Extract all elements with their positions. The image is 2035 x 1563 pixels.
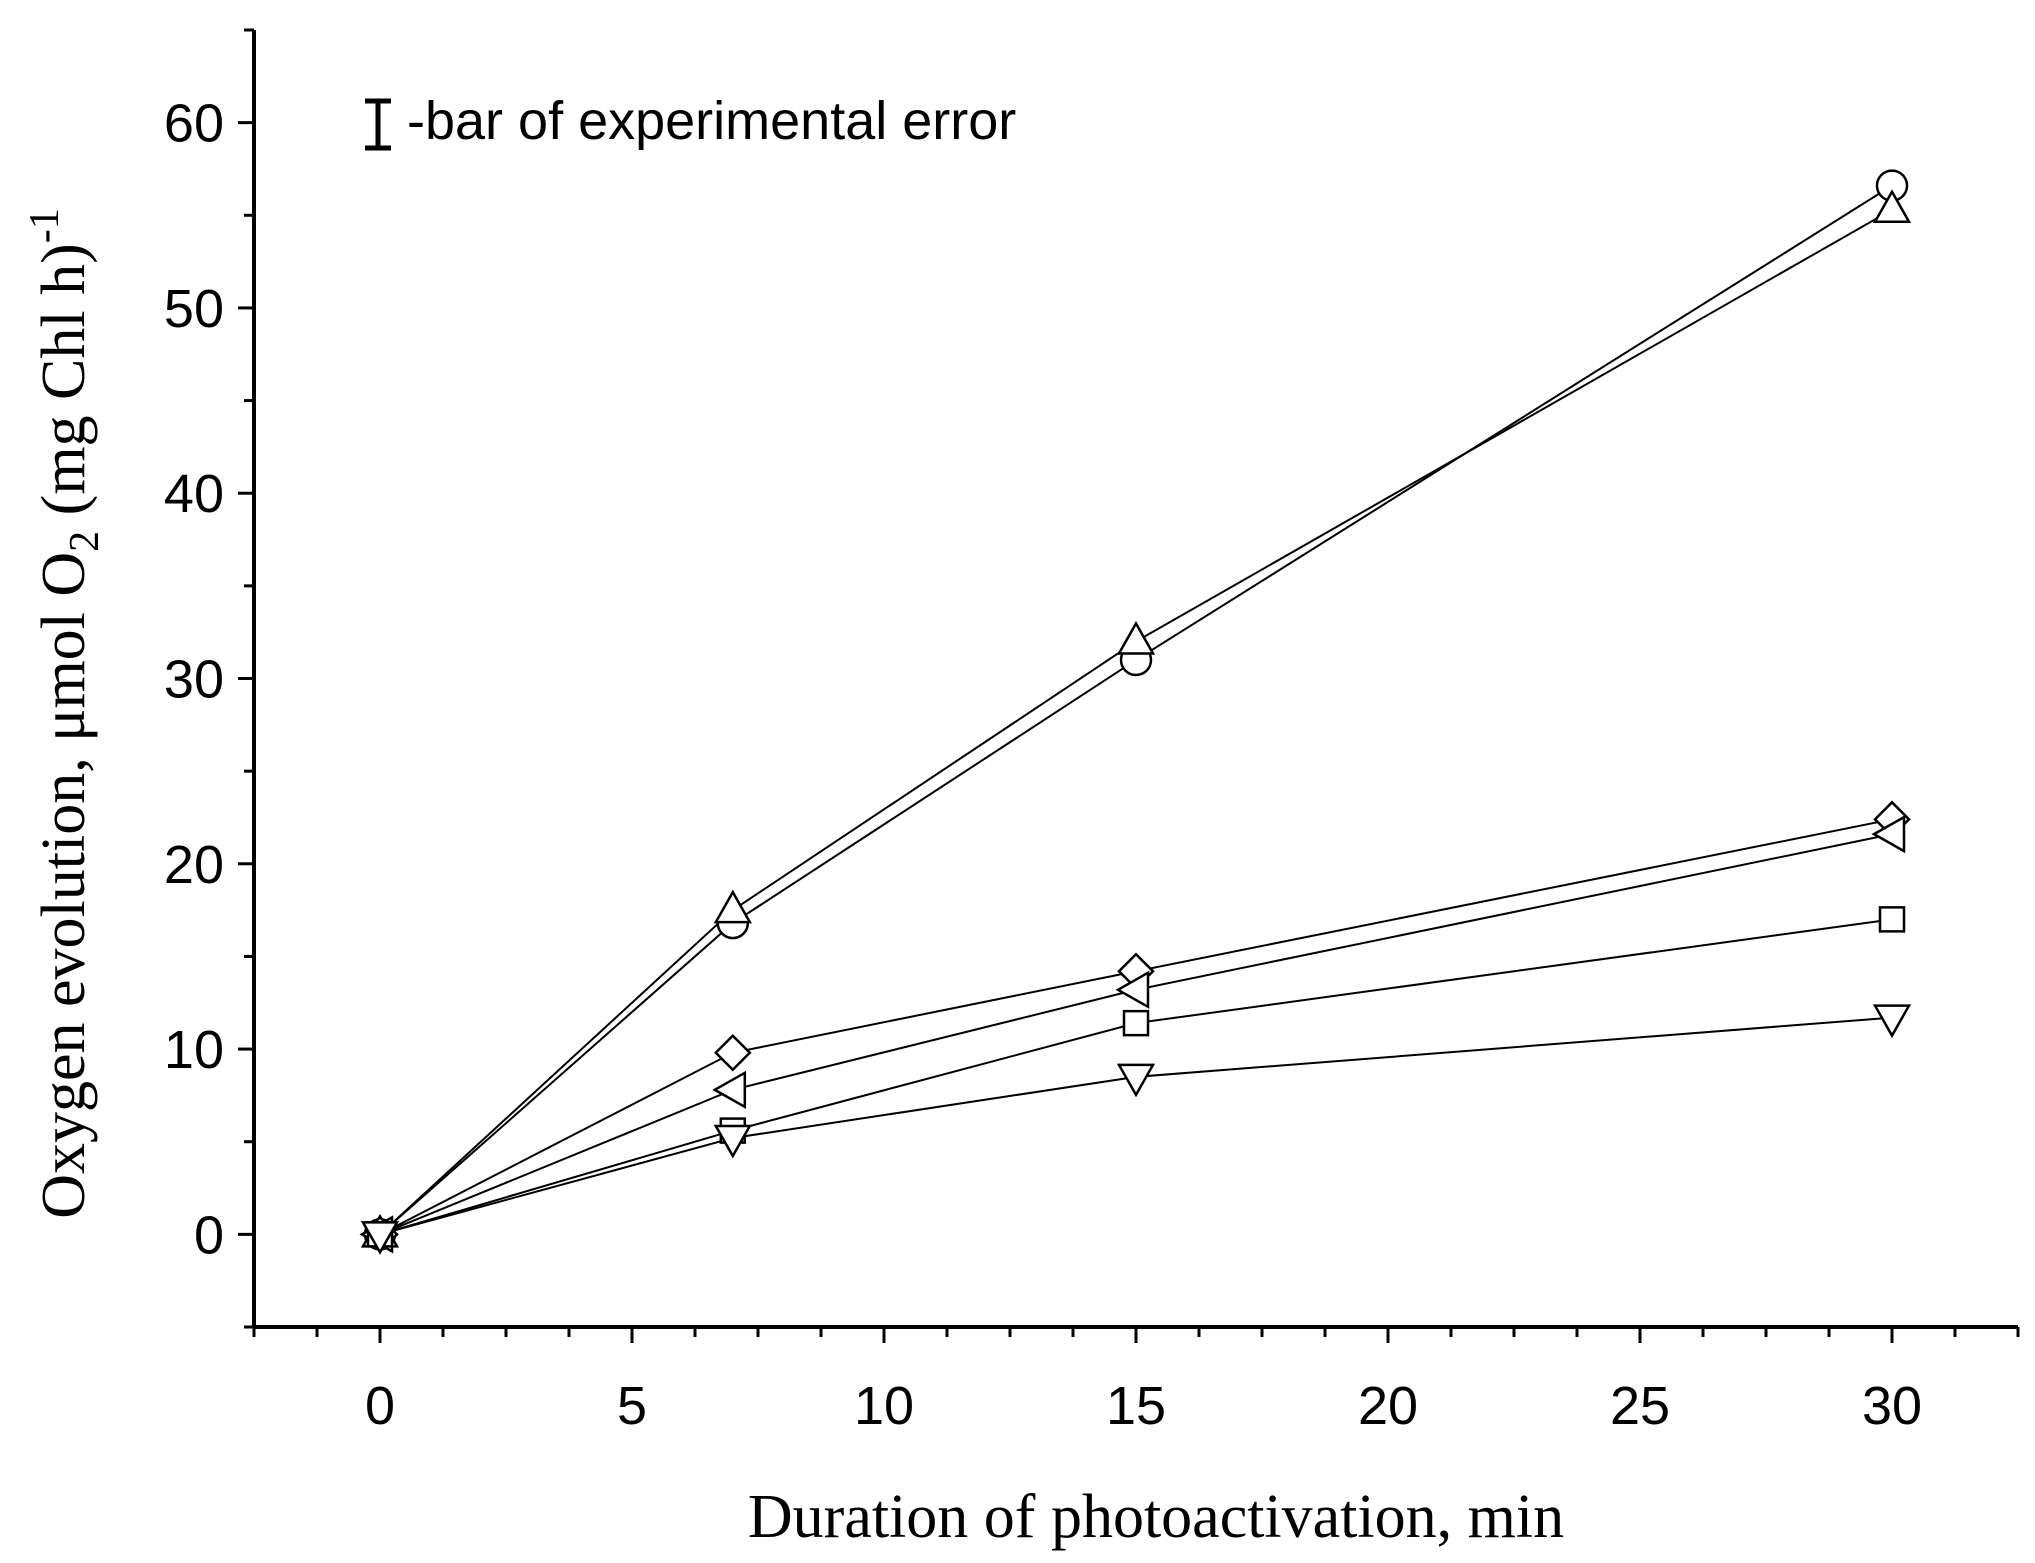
triangle-down-marker [1872,1004,1912,1039]
triangle-up-marker [1116,620,1156,655]
x-tick-label: 20 [1358,1376,1418,1436]
series-triangle-down [379,1016,1893,1236]
x-tick-label: 30 [1862,1376,1922,1436]
triangle-left-marker [1115,970,1150,1009]
x-tick-label: 0 [365,1376,395,1436]
x-tick-label: 15 [1106,1376,1166,1436]
series-line [379,208,1893,1236]
triangle-up-marker [713,889,752,924]
triangle-up-marker [1872,189,1912,223]
y-tick-label: 20 [164,835,224,895]
x-tick-label: 10 [854,1376,914,1436]
error-bar-legend: -bar of experimental error [365,91,1016,151]
triangle-down-marker [713,1124,752,1159]
series-diamond [379,818,1893,1236]
y-tick-label: 0 [194,1205,224,1265]
y-tick-label: 60 [164,94,224,154]
error-bar-legend-icon [365,98,391,151]
y-axis-title: Oxygen evolution, μmol O2 (mg Chl h)-1 [22,208,108,1219]
y-tick-label: 30 [164,650,224,710]
square-marker [1122,1009,1150,1037]
series-line [379,833,1893,1236]
y-tick-label: 50 [164,279,224,339]
y-tick-label: 10 [164,1020,224,1080]
series-triangle-up [379,208,1893,1236]
series-triangle-left [379,833,1893,1236]
series-markers-triangle-down [360,1004,1912,1255]
x-axis-title: Duration of photoactivation, min [748,1483,1564,1551]
square-marker [1878,906,1906,933]
x-tick-label: 5 [617,1376,647,1436]
triangle-down-marker [360,1221,400,1255]
diamond-marker [714,1034,752,1072]
y-tick-label: 40 [164,464,224,524]
series-line [379,184,1893,1236]
series-line [379,918,1893,1236]
series-group [359,169,1912,1255]
series-square [379,918,1893,1236]
series-line [379,818,1893,1236]
axes: 0 10 20 30 40 50 60 0 5 10 15 20 25 30 [164,28,2020,1436]
triangle-left-marker [1871,814,1906,854]
series-circle [379,184,1893,1236]
error-bar-legend-text: -bar of experimental error [407,91,1016,151]
triangle-left-marker [712,1070,747,1109]
series-line [379,1016,1893,1236]
x-tick-label: 25 [1610,1376,1670,1436]
triangle-down-marker [1116,1063,1156,1098]
